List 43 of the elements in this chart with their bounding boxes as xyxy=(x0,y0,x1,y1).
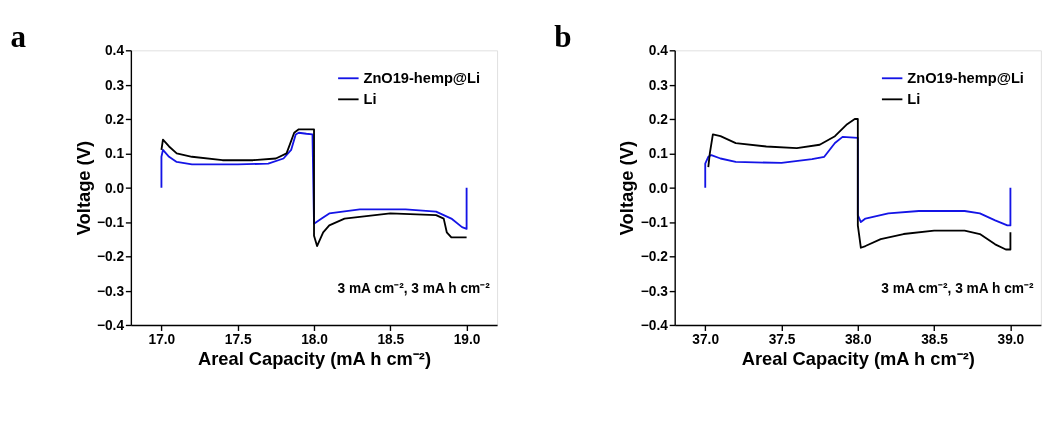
y-tick-label: −0.2 xyxy=(640,249,669,265)
line-series xyxy=(160,131,468,230)
line-series xyxy=(707,118,1012,251)
y-tick-label: 0.4 xyxy=(648,43,669,59)
y-tick-label: −0.3 xyxy=(96,283,125,299)
y-tick-label: 0.3 xyxy=(104,77,125,93)
legend-label: ZnO19-hemp@Li xyxy=(363,69,481,86)
x-tick-label: 37.5 xyxy=(768,331,796,347)
legend-label: ZnO19-hemp@Li xyxy=(907,69,1024,86)
y-tick-label: 0.3 xyxy=(648,77,669,93)
x-axis-title: Areal Capacity (mA h cm⁻²) xyxy=(197,347,432,369)
x-tick-label: 38.0 xyxy=(844,331,873,347)
x-tick-label: 37.0 xyxy=(692,331,720,347)
y-tick-label: 0.2 xyxy=(104,112,125,128)
y-tick-label: −0.4 xyxy=(96,318,125,334)
chart-title: b xyxy=(554,18,572,54)
y-tick-label: 0.0 xyxy=(104,180,125,196)
annotation: 3 mA cm⁻², 3 mA h cm⁻² xyxy=(881,280,1035,296)
x-tick-label: 17.0 xyxy=(148,331,176,347)
x-tick-label: 18.0 xyxy=(301,331,329,347)
y-tick-label: −0.4 xyxy=(640,318,669,334)
y-axis-title: Voltage (V) xyxy=(616,141,638,236)
y-tick-label: −0.2 xyxy=(96,249,125,265)
y-tick-label: 0.4 xyxy=(104,43,125,59)
y-tick-label: 0.0 xyxy=(648,180,669,196)
legend-label: Li xyxy=(907,90,921,107)
x-tick-label: 18.5 xyxy=(377,331,405,347)
y-tick-label: −0.1 xyxy=(96,215,125,231)
x-axis-title: Areal Capacity (mA h cm⁻²) xyxy=(741,347,975,369)
y-tick-label: −0.3 xyxy=(640,283,669,299)
y-tick-label: 0.1 xyxy=(648,146,669,162)
x-tick-label: 38.5 xyxy=(921,331,949,347)
x-tick-label: 39.0 xyxy=(997,331,1025,347)
x-tick-label: 17.5 xyxy=(224,331,252,347)
annotation: 3 mA cm⁻², 3 mA h cm⁻² xyxy=(337,280,491,296)
chart-title: a xyxy=(10,18,27,54)
legend-label: Li xyxy=(363,90,377,107)
y-axis-title: Voltage (V) xyxy=(72,141,94,236)
y-tick-label: 0.2 xyxy=(648,112,669,128)
x-tick-label: 19.0 xyxy=(453,331,481,347)
y-tick-label: −0.1 xyxy=(640,215,669,231)
line-series xyxy=(160,128,468,247)
y-tick-label: 0.1 xyxy=(104,146,125,162)
